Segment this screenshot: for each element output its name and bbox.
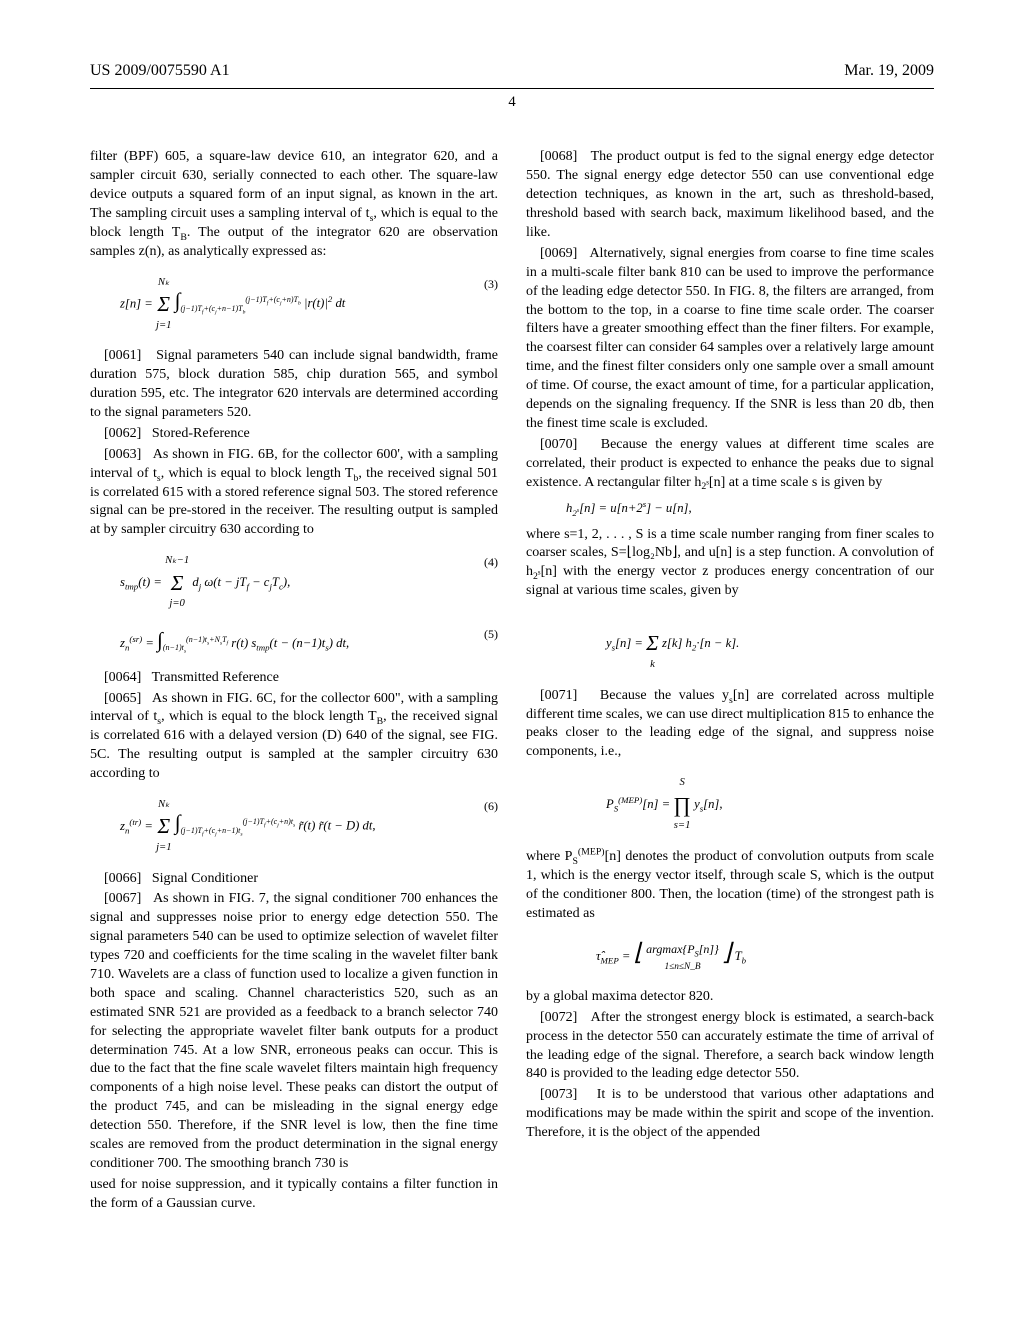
para-intro: filter (BPF) 605, a square-law device 61… <box>90 148 498 261</box>
para-global-max: by a global maxima detector 820. <box>526 988 934 1007</box>
eq-num-3: (3) <box>484 276 498 292</box>
para-0069: [0069] Alternatively, signal energies fr… <box>526 245 934 434</box>
equation-ps: PS(MEP)[n] = S∏s=1 ys[n], <box>606 776 934 834</box>
eq-num-6: (6) <box>484 798 498 814</box>
eq-num-4: (4) <box>484 554 498 570</box>
equation-4: stmp(t) = Nₖ−1Σj=0 dj ω(t − jTf − cjTc),… <box>120 554 498 612</box>
eq-num-5: (5) <box>484 626 498 642</box>
para-where-s: where s=1, 2, . . . , S is a time scale … <box>526 526 934 602</box>
para-0068: [0068] The product output is fed to the … <box>526 148 934 242</box>
para-0071: [0071] Because the values ys[n] are corr… <box>526 687 934 763</box>
equation-ys: ys[n] = Σk z[k] h2·[n − k]. <box>606 615 934 673</box>
equation-5: zn(sr) = ∫(n−1)ts(n−1)ts+NsTf r(t) stmp(… <box>120 626 498 655</box>
para-0062: [0062] Stored-Reference <box>90 425 498 444</box>
para-0067: [0067] As shown in FIG. 7, the signal co… <box>90 890 498 1173</box>
equation-h2: h2s[n] = u[n+2s] − u[n], <box>566 500 934 517</box>
para-where-ps: where PS(MEP)[n] denotes the product of … <box>526 848 934 924</box>
para-0070: [0070] Because the energy values at diff… <box>526 436 934 493</box>
publication-number: US 2009/0075590 A1 <box>90 60 230 82</box>
text-columns: filter (BPF) 605, a square-law device 61… <box>90 148 934 1248</box>
equation-6: zn(tr) = NₖΣj=1 ∫(j−1)Tf+(cj+n−1)ts(j−1)… <box>120 798 498 856</box>
page-number: 4 <box>90 93 934 113</box>
publication-date: Mar. 19, 2009 <box>844 60 934 82</box>
para-right-cont: used for noise suppression, and it typic… <box>90 1176 498 1214</box>
para-0064: [0064] Transmitted Reference <box>90 669 498 688</box>
para-0066: [0066] Signal Conditioner <box>90 870 498 889</box>
para-0073: [0073] It is to be understood that vario… <box>526 1086 934 1143</box>
para-0072: [0072] After the strongest energy block … <box>526 1009 934 1085</box>
equation-tau: τ̂MEP = ⌊ argmax{PS[n]}1≤n≤N_B ⌋ Tb <box>596 937 934 973</box>
equation-3: z[n] = NₖΣj=1 ∫(j−1)Tf+(cj+n−1)Tb(j−1)Tf… <box>120 276 498 334</box>
page-container: US 2009/0075590 A1 Mar. 19, 2009 4 filte… <box>0 0 1024 1320</box>
para-0061: [0061] Signal parameters 540 can include… <box>90 347 498 423</box>
header-rule <box>90 88 934 89</box>
page-header: US 2009/0075590 A1 Mar. 19, 2009 <box>90 60 934 82</box>
para-0065: [0065] As shown in FIG. 6C, for the coll… <box>90 690 498 784</box>
para-0063: [0063] As shown in FIG. 6B, for the coll… <box>90 446 498 540</box>
